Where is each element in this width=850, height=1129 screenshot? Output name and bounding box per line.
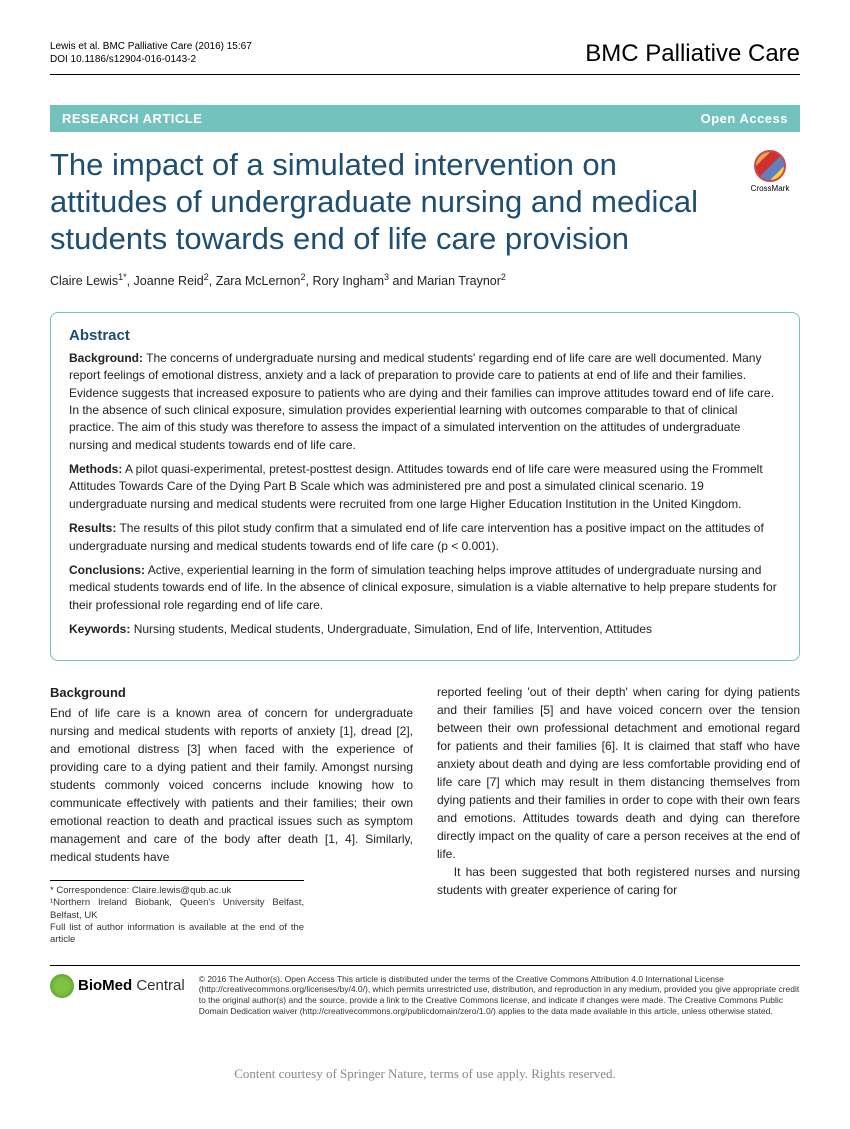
- citation-line2: DOI 10.1186/s12904-016-0143-2: [50, 53, 252, 66]
- bmc-logo-text: BioMed Central: [78, 977, 185, 994]
- crossmark-icon: [754, 150, 786, 182]
- affiliation-footnote: ¹Northern Ireland Biobank, Queen's Unive…: [50, 897, 304, 922]
- license-text: © 2016 The Author(s). Open Access This a…: [199, 974, 800, 1017]
- journal-name: BMC Palliative Care: [585, 40, 800, 68]
- abstract-methods-label: Methods:: [69, 462, 122, 476]
- abstract-methods-text: A pilot quasi-experimental, pretest-post…: [69, 462, 763, 511]
- abstract-conclusions-label: Conclusions:: [69, 563, 145, 577]
- article-title: The impact of a simulated intervention o…: [50, 146, 730, 258]
- footnote-separator: * Correspondence: Claire.lewis@qub.ac.uk…: [50, 880, 304, 947]
- abstract-keywords: Keywords: Nursing students, Medical stud…: [69, 621, 781, 638]
- correspondence-footnote: * Correspondence: Claire.lewis@qub.ac.uk: [50, 885, 304, 897]
- article-type: RESEARCH ARTICLE: [62, 111, 202, 126]
- abstract-box: Abstract Background: The concerns of und…: [50, 312, 800, 661]
- body-col2-text-a: reported feeling 'out of their depth' wh…: [437, 683, 800, 863]
- body-columns: Background End of life care is a known a…: [50, 683, 800, 947]
- title-row: The impact of a simulated intervention o…: [50, 146, 800, 258]
- abstract-keywords-text: Nursing students, Medical students, Unde…: [134, 622, 652, 636]
- abstract-conclusions: Conclusions: Active, experiential learni…: [69, 562, 781, 614]
- body-col1-text: End of life care is a known area of conc…: [50, 704, 413, 866]
- bmc-bold: BioMed: [78, 977, 132, 994]
- abstract-keywords-label: Keywords:: [69, 622, 130, 636]
- footer-note: Content courtesy of Springer Nature, ter…: [0, 1066, 850, 1082]
- authors-line: Claire Lewis1*, Joanne Reid2, Zara McLer…: [50, 272, 800, 288]
- open-access-label: Open Access: [701, 111, 788, 126]
- crossmark-badge[interactable]: CrossMark: [740, 146, 800, 193]
- abstract-background-text: The concerns of undergraduate nursing an…: [69, 351, 774, 452]
- abstract-results-text: The results of this pilot study confirm …: [69, 521, 764, 552]
- bmc-circle-icon: [50, 974, 74, 998]
- header: Lewis et al. BMC Palliative Care (2016) …: [50, 40, 800, 75]
- abstract-results: Results: The results of this pilot study…: [69, 520, 781, 555]
- abstract-background-label: Background:: [69, 351, 143, 365]
- abstract-heading: Abstract: [69, 327, 781, 344]
- abstract-results-label: Results:: [69, 521, 116, 535]
- column-left: Background End of life care is a known a…: [50, 683, 413, 947]
- abstract-conclusions-text: Active, experiential learning in the for…: [69, 563, 777, 612]
- citation-line1: Lewis et al. BMC Palliative Care (2016) …: [50, 40, 252, 53]
- background-heading: Background: [50, 683, 413, 703]
- abstract-background: Background: The concerns of undergraduat…: [69, 350, 781, 454]
- citation-block: Lewis et al. BMC Palliative Care (2016) …: [50, 40, 252, 66]
- affiliation-more-footnote: Full list of author information is avail…: [50, 922, 304, 947]
- license-box: BioMed Central © 2016 The Author(s). Ope…: [50, 965, 800, 1017]
- abstract-methods: Methods: A pilot quasi-experimental, pre…: [69, 461, 781, 513]
- column-right: reported feeling 'out of their depth' wh…: [437, 683, 800, 947]
- crossmark-label: CrossMark: [740, 184, 800, 193]
- biomed-central-logo: BioMed Central: [50, 974, 185, 998]
- article-type-banner: RESEARCH ARTICLE Open Access: [50, 105, 800, 132]
- body-col2-text-b: It has been suggested that both register…: [437, 863, 800, 899]
- article-page: Lewis et al. BMC Palliative Care (2016) …: [0, 0, 850, 1036]
- bmc-rest: Central: [132, 977, 185, 994]
